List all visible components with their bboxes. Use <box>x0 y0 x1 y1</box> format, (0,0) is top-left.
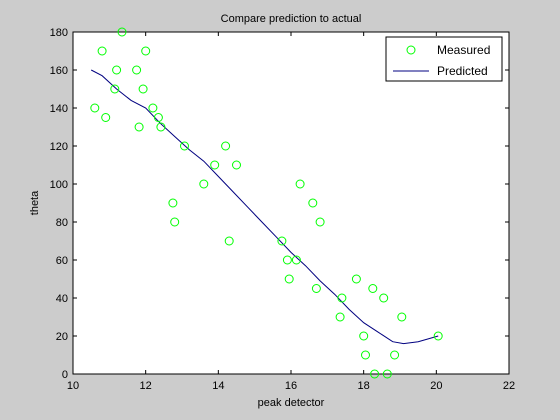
measured-point <box>221 141 231 151</box>
measured-point <box>97 46 107 56</box>
measured-point <box>210 160 220 170</box>
measured-point <box>90 103 100 113</box>
measured-point <box>224 236 234 246</box>
measured-point <box>156 122 166 132</box>
legend-marker-measured <box>406 45 416 55</box>
y-tick-label: 180 <box>50 27 68 39</box>
x-tick-label: 20 <box>430 380 442 392</box>
y-tick-label: 100 <box>50 179 68 191</box>
measured-point <box>337 293 347 303</box>
y-axis-label: theta <box>29 190 41 215</box>
measured-point <box>351 274 361 284</box>
measured-point <box>277 236 287 246</box>
measured-point <box>170 217 180 227</box>
measured-point <box>110 84 120 94</box>
legend: Measured Predicted <box>385 36 503 82</box>
measured-point <box>368 284 378 293</box>
measured-point <box>361 350 370 360</box>
y-tick-label: 0 <box>62 369 68 381</box>
measured-point <box>284 274 294 284</box>
legend-label-predicted: Predicted <box>437 64 488 78</box>
measured-point <box>199 179 209 189</box>
y-ticks: 0 20 40 60 80 100 120 140 160 180 <box>50 27 509 381</box>
measured-point <box>148 103 158 113</box>
measured-point <box>370 369 380 379</box>
measured-point <box>397 312 407 322</box>
legend-label-measured: Measured <box>437 43 490 57</box>
x-ticks: 10 12 14 16 18 20 22 <box>67 32 515 392</box>
measured-point <box>282 255 292 265</box>
x-tick-label: 16 <box>285 380 297 392</box>
chart-title: Compare prediction to actual <box>221 13 362 25</box>
y-tick-label: 80 <box>56 217 68 229</box>
y-tick-label: 20 <box>56 331 68 343</box>
measured-point <box>112 65 122 75</box>
legend-box <box>385 36 503 82</box>
predicted-series-line <box>90 69 439 345</box>
x-tick-label: 14 <box>212 380 224 392</box>
predicted-line-group <box>90 69 439 345</box>
measured-point <box>101 113 111 122</box>
measured-point <box>232 160 241 170</box>
measured-point <box>295 179 305 189</box>
measured-point <box>153 113 163 122</box>
measured-point <box>359 331 369 341</box>
y-tick-label: 160 <box>50 65 68 77</box>
measured-point <box>311 284 321 293</box>
measured-point <box>382 369 392 379</box>
x-tick-label: 22 <box>503 380 515 392</box>
measured-point <box>138 84 148 94</box>
measured-point <box>180 141 189 151</box>
x-tick-label: 12 <box>140 380 152 392</box>
x-tick-label: 18 <box>358 380 370 392</box>
measured-point <box>335 312 345 322</box>
measured-markers-group <box>90 27 443 379</box>
measured-point <box>315 217 325 227</box>
y-tick-label: 120 <box>50 141 68 153</box>
x-tick-label: 10 <box>67 380 79 392</box>
measured-point <box>390 350 400 360</box>
measured-point <box>291 255 301 265</box>
measured-point <box>134 122 144 132</box>
measured-point <box>433 331 443 341</box>
measured-point <box>117 27 127 37</box>
y-tick-label: 40 <box>56 293 68 305</box>
measured-point <box>168 198 178 208</box>
measured-point <box>379 293 389 303</box>
y-tick-label: 60 <box>56 255 68 267</box>
plot-area <box>72 31 510 375</box>
measured-point <box>141 46 151 56</box>
measured-point <box>308 198 318 208</box>
measured-point <box>132 65 142 75</box>
x-axis-label: peak detector <box>258 397 325 409</box>
y-tick-label: 140 <box>50 103 68 115</box>
